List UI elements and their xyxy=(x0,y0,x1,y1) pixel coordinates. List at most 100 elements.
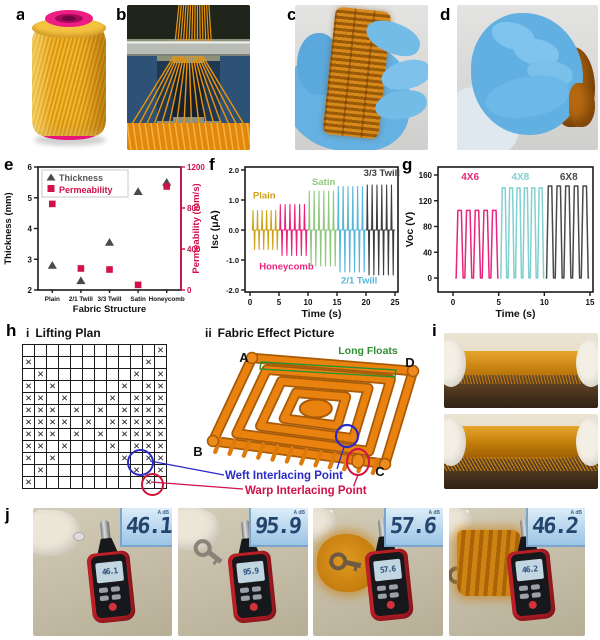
tick-label: 0 xyxy=(451,298,456,307)
lifting-plan-cell xyxy=(106,356,119,369)
meter-button xyxy=(377,593,388,600)
lifting-plan-cell: ✕ xyxy=(58,440,71,453)
lifting-plan-cell: ✕ xyxy=(22,404,35,417)
fabric-effect-numeral: ii xyxy=(205,326,212,340)
lifting-plan-title: i Lifting Plan xyxy=(26,327,101,339)
panel-c-label: c xyxy=(287,5,297,24)
lifting-plan-cell: ✕ xyxy=(70,404,83,417)
warp-thread xyxy=(167,55,185,128)
panel-j-label: j xyxy=(5,505,10,524)
db-unit-label: A dB xyxy=(570,510,582,516)
lifting-plan-cell: ✕ xyxy=(22,476,35,489)
meter-lcd-value: 46.1 xyxy=(101,566,118,577)
lifting-plan-cell xyxy=(118,440,131,453)
meter-button xyxy=(519,593,530,600)
thickness-permeability-chart: 2 3 4 5 6 0 400 800 1200 Plain 2/1 Twill 3/3 Twill S… xyxy=(3,163,205,315)
fringe-rod xyxy=(256,442,266,460)
fringe-rod xyxy=(370,457,380,476)
lifting-plan-cell xyxy=(94,380,107,393)
series-label: 4X8 xyxy=(511,172,529,183)
db-unit-label: A dB xyxy=(293,510,305,516)
lifting-plan-cell xyxy=(82,392,95,405)
meter-lcd: 46.1 xyxy=(95,560,125,584)
lifting-plan-cell: ✕ xyxy=(46,404,59,417)
category-label: Plain xyxy=(45,296,60,303)
fabric-texture xyxy=(180,122,186,150)
data-point xyxy=(106,266,113,273)
meter-lcd-value: 46.2 xyxy=(521,564,538,575)
lifting-plan-cell xyxy=(118,368,131,381)
hand-holding-fabric-photo xyxy=(295,5,428,150)
lifting-plan-cell xyxy=(82,404,95,417)
weft-point-circle-3d xyxy=(334,423,360,449)
weft-interlacing-circle xyxy=(127,449,154,476)
glove-finger xyxy=(576,418,598,466)
lifting-plan-cell: ✕ xyxy=(22,428,35,441)
meter-lcd-value: 57.6 xyxy=(379,564,396,575)
fabric-texture xyxy=(228,122,234,150)
meter-power-button xyxy=(108,602,118,612)
lifting-plan-cell: ✕ xyxy=(118,404,131,417)
lifting-plan-cell xyxy=(82,356,95,369)
lifting-plan-cell xyxy=(58,344,71,357)
lifting-plan-cell: ✕ xyxy=(94,404,107,417)
lifting-plan-cell xyxy=(94,416,107,429)
lifting-plan-cell xyxy=(70,380,83,393)
db-reading-inset: A dB 46.2 xyxy=(526,508,585,547)
warp-thread xyxy=(137,55,177,128)
glove-finger xyxy=(444,418,466,466)
yarn-spool-photo xyxy=(24,8,114,150)
warp-annotation-line xyxy=(150,481,244,490)
meter-face: 95.9 xyxy=(231,553,273,619)
fabric-texture xyxy=(150,122,156,150)
tick-label: 0.0 xyxy=(229,226,239,235)
tick-label: 25 xyxy=(391,298,400,307)
panel-g-label: g xyxy=(402,155,413,174)
series-label: 3/3 Twill xyxy=(364,168,400,179)
woven-rods xyxy=(207,352,419,470)
lifting-plan-cell: ✕ xyxy=(34,464,47,477)
meter-button xyxy=(251,586,262,592)
tick-label: 2.0 xyxy=(229,166,239,175)
tick-label: 3 xyxy=(28,255,33,264)
warp-thread xyxy=(182,5,187,44)
voc-time-chart: 0 40 80 120 160 0 5 10 15 Time (s) Voc (V) 4X6 4X8 6X… xyxy=(404,166,595,320)
meter-button xyxy=(240,595,251,602)
glove-finger xyxy=(444,339,466,387)
lifting-plan-cell: ✕ xyxy=(106,416,119,429)
meter-power-button xyxy=(528,600,538,610)
meter-button xyxy=(531,592,541,598)
warp-thread xyxy=(206,5,210,44)
meter-face: 46.1 xyxy=(90,553,132,619)
fabric-texture xyxy=(222,122,228,150)
lifting-plan-cell xyxy=(82,428,95,441)
meter-body: 57.6 xyxy=(364,547,415,623)
lifting-plan-cell: ✕ xyxy=(154,404,167,417)
warp-thread xyxy=(183,55,188,128)
tick-label: 6 xyxy=(28,163,33,172)
x-axis-label: Fabric Structure xyxy=(73,304,146,315)
panel-f-label: f xyxy=(209,155,215,174)
lifting-plan-cell xyxy=(106,344,119,357)
panel-i-label: i xyxy=(432,321,437,340)
lifting-plan-cell xyxy=(94,356,107,369)
series-Satin xyxy=(308,190,337,267)
lifting-plan-cell xyxy=(46,356,59,369)
fabric-texture xyxy=(204,122,210,150)
series-label: Plain xyxy=(253,191,276,202)
warp-thread xyxy=(152,55,181,128)
db-unit-label: A dB xyxy=(157,510,169,516)
lifting-plan-cell xyxy=(82,344,95,357)
warp-thread xyxy=(194,5,196,44)
fabric-band-fuzzy xyxy=(444,426,598,471)
lifting-plan-cell xyxy=(58,404,71,417)
db-reading-value: 95.9 xyxy=(253,514,302,539)
tick-label: 800 xyxy=(187,204,201,213)
warp-thread xyxy=(191,5,194,44)
lifting-plan-cell: ✕ xyxy=(22,440,35,453)
lifting-plan-cell xyxy=(70,476,83,489)
warp-thread xyxy=(185,5,189,44)
fabric-texture xyxy=(192,122,198,150)
spool-cap-core xyxy=(62,16,76,21)
long-floats-bracket xyxy=(259,361,397,378)
